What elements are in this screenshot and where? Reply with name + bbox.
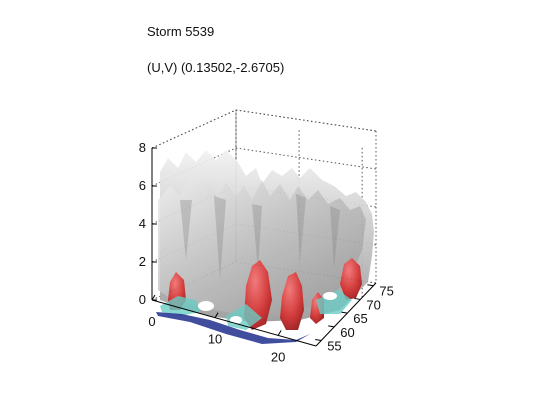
storm-isosurface xyxy=(156,150,374,344)
x-tick-label: 0 xyxy=(148,314,155,329)
z-tick-label: 0 xyxy=(139,292,146,307)
z-gridline xyxy=(151,147,377,187)
white-hole-center xyxy=(230,316,242,324)
chart-title: Storm 5539 xyxy=(147,24,215,39)
z-tick-label: 2 xyxy=(139,254,146,269)
red-blob-right-center xyxy=(280,272,304,330)
z-tick-label: 4 xyxy=(139,216,146,231)
y-tick-label: 60 xyxy=(340,325,354,340)
y-axis-line xyxy=(315,282,377,347)
y-tick-mark xyxy=(328,325,335,328)
white-hole-left xyxy=(198,301,214,311)
y-tick-mark xyxy=(315,339,322,342)
x-axis-line xyxy=(151,299,317,347)
chart-subtitle: (U,V) (0.13502,-2.6705) xyxy=(147,60,285,75)
red-blob-right xyxy=(340,258,362,300)
gray-shadow-streaks xyxy=(180,194,340,280)
y-tick-label: 75 xyxy=(379,284,393,299)
y-tick-label: 55 xyxy=(327,339,341,354)
tick-marks xyxy=(151,147,374,342)
gray-isosurface-front xyxy=(158,176,366,314)
x-tick-mark xyxy=(277,330,282,336)
y-tick-label: 70 xyxy=(366,297,380,312)
x-tick-label: 20 xyxy=(271,349,285,364)
y-tick-mark xyxy=(367,284,374,287)
y-tick-mark xyxy=(354,297,361,300)
blue-base-edge xyxy=(156,312,310,344)
back-frame-top xyxy=(151,109,377,149)
x-tick-mark xyxy=(151,294,156,301)
x-tick-mark xyxy=(214,312,219,318)
white-hole-right xyxy=(323,292,337,300)
z-tick-label: 8 xyxy=(139,140,146,155)
x-tick-label: 10 xyxy=(208,332,222,347)
y-tick-mark xyxy=(341,311,348,314)
y-tick-label: 65 xyxy=(353,311,367,326)
z-tick-label: 6 xyxy=(139,178,146,193)
z-gridline xyxy=(151,109,377,149)
